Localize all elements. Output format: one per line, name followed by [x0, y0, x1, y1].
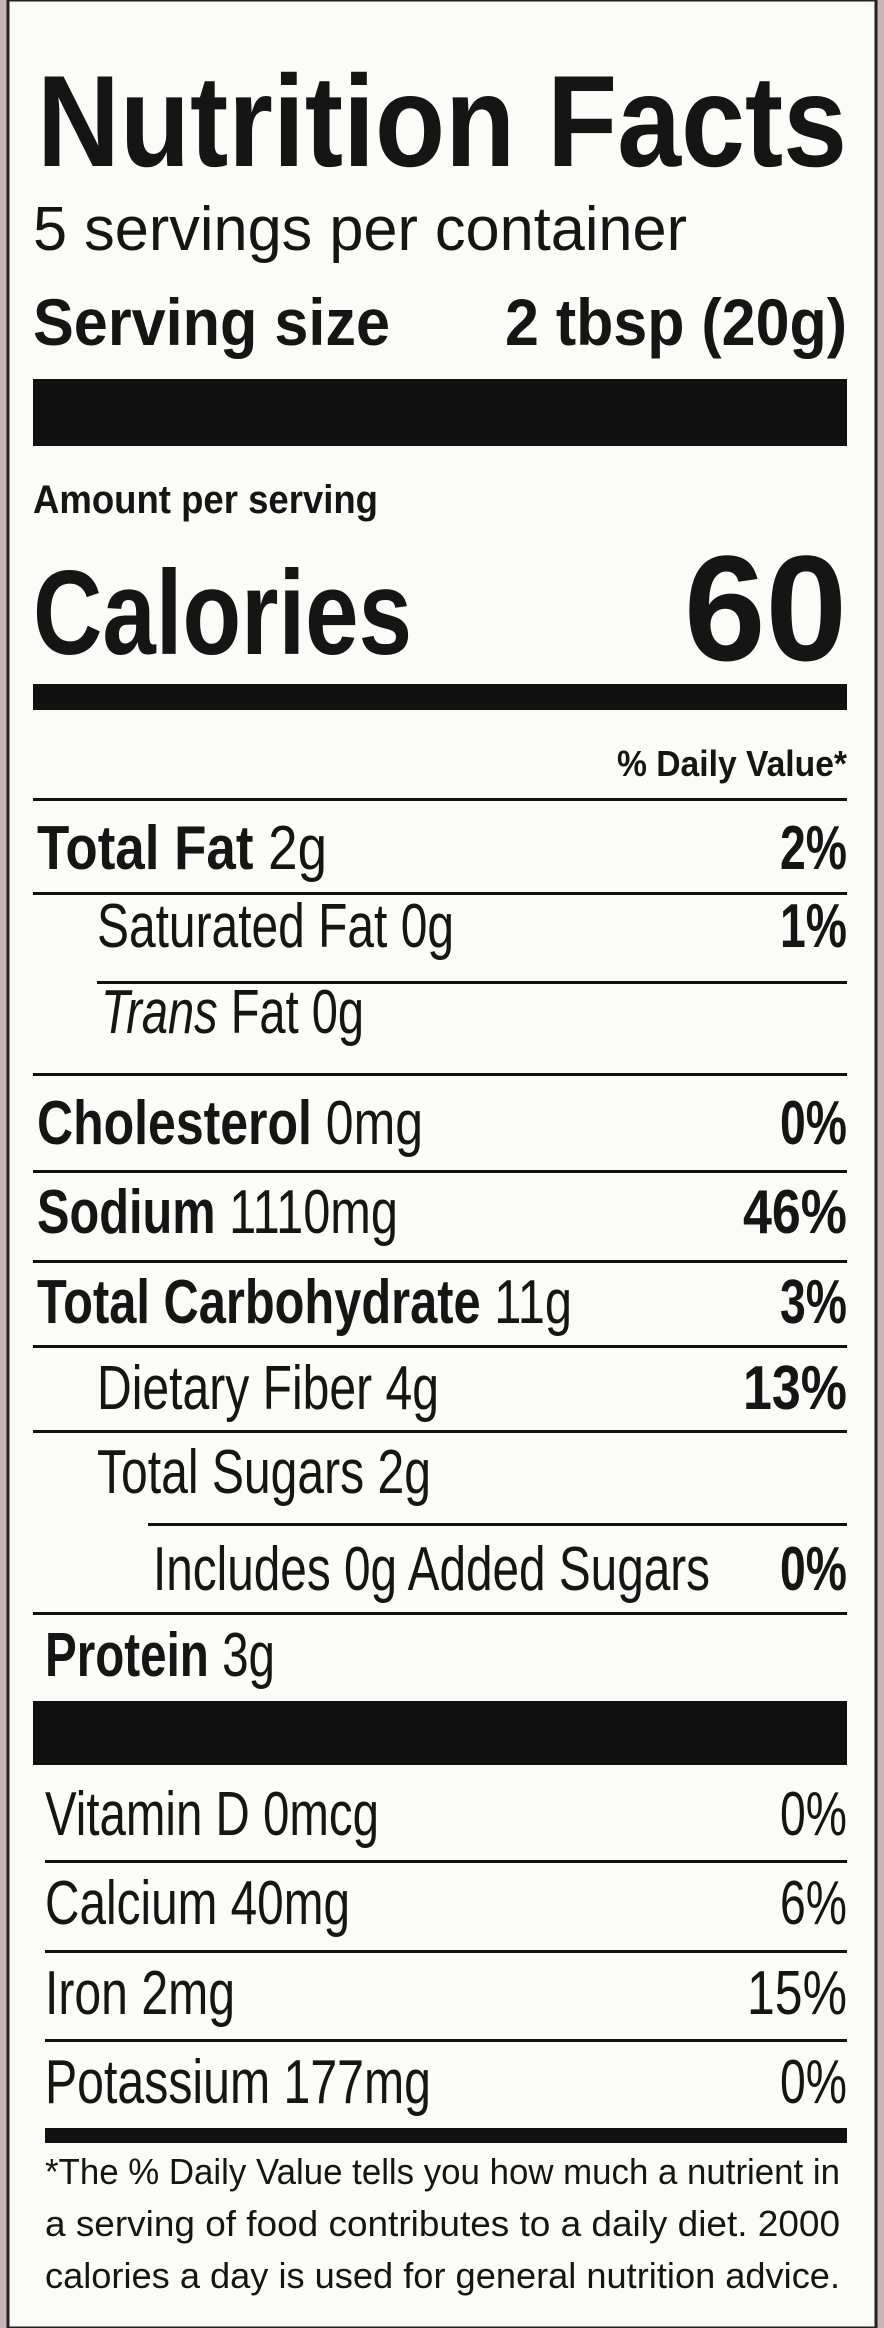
footnote-line: *The % Daily Value tells you how much a …: [45, 2151, 840, 2192]
medium-rule: [33, 684, 847, 710]
nutrient-name: Iron: [45, 1959, 128, 2028]
nutrient-name: Fat: [231, 978, 299, 1047]
footnote-line: calories a day is used for general nutri…: [45, 2255, 840, 2296]
daily-value: 15%: [747, 1959, 847, 2028]
nutrient-name: Calcium: [45, 1869, 217, 1938]
serving-size-value: 2 tbsp (20g): [505, 285, 847, 359]
daily-value: 2%: [780, 814, 847, 883]
daily-value: 1%: [780, 892, 847, 961]
nutrient-amount: 4g: [386, 1354, 439, 1423]
nutrient-name: Potassium: [45, 2048, 270, 2117]
nutrient-name: Total Sugars: [97, 1438, 364, 1507]
nutrient-amount: 177mg: [284, 2048, 431, 2117]
nutrient-label: Dietary Fiber 4g: [97, 1354, 439, 1423]
nutrient-label: Vitamin D 0mcg: [45, 1780, 379, 1849]
nutrient-label: Cholesterol 0mg: [37, 1089, 423, 1158]
rule: [33, 1073, 847, 1076]
serving-size-label: Serving size: [33, 285, 390, 359]
nutrient-amount: 40mg: [231, 1869, 350, 1938]
daily-value: 13%: [743, 1354, 847, 1423]
nutrient-label: Trans Fat 0g: [101, 978, 364, 1047]
nutrient-label: Potassium 177mg: [45, 2048, 431, 2117]
rule: [45, 1950, 847, 1953]
nutrient-label: Total Fat 2g: [37, 814, 327, 883]
nutrient-label: Saturated Fat 0g: [97, 892, 454, 961]
rule: [33, 1260, 847, 1263]
nutrient-label: Total Sugars 2g: [97, 1438, 431, 1507]
nutrient-label: Includes 0g Added Sugars: [153, 1535, 710, 1604]
footnote-line: a serving of food contributes to a daily…: [45, 2203, 840, 2244]
nutrient-name: Total Carbohydrate: [37, 1268, 481, 1337]
daily-value: 6%: [780, 1869, 847, 1938]
nutrient-amount: 2g: [268, 814, 327, 883]
nutrient-amount: 0mcg: [263, 1780, 379, 1849]
rule: [45, 1860, 847, 1863]
medium-rule: [45, 2128, 847, 2143]
nutrient-name: Dietary Fiber: [97, 1354, 372, 1423]
nutrient-label: Iron 2mg: [45, 1959, 235, 2028]
daily-value: 0%: [780, 1780, 847, 1849]
daily-value: 3%: [780, 1268, 847, 1337]
rule: [33, 1612, 847, 1615]
rule: [33, 1170, 847, 1173]
nutrient-name: Includes 0g Added Sugars: [153, 1535, 710, 1604]
rule: [33, 1345, 847, 1348]
nutrient-amount: 0g: [312, 978, 364, 1047]
daily-value: 0%: [780, 1089, 847, 1158]
nutrient-label: Protein 3g: [45, 1621, 275, 1690]
daily-value-header: % Daily Value*: [617, 743, 847, 784]
nutrient-amount: 0mg: [326, 1089, 423, 1158]
daily-value: 0%: [780, 2048, 847, 2117]
nutrient-amount: 0g: [401, 892, 454, 961]
thick-rule: [33, 379, 847, 446]
daily-value: 0%: [780, 1535, 847, 1604]
nutrient-name-italic: Trans: [101, 978, 218, 1047]
nutrient-name: Sodium: [37, 1178, 216, 1247]
nutrient-amount: 3g: [222, 1621, 275, 1690]
title: Nutrition Facts: [37, 48, 847, 194]
nutrient-amount: 2mg: [141, 1959, 235, 2028]
rule: [97, 981, 847, 984]
rule: [33, 892, 847, 895]
rule: [33, 1430, 847, 1433]
rule: [33, 798, 847, 801]
nutrient-name: Cholesterol: [37, 1089, 312, 1158]
nutrient-amount: 11g: [494, 1268, 572, 1337]
rule: [148, 1523, 847, 1526]
thick-rule: [33, 1701, 847, 1765]
nutrient-label: Calcium 40mg: [45, 1869, 350, 1938]
nutrient-label: Sodium 1110mg: [37, 1178, 398, 1247]
nutrient-name: Saturated Fat: [97, 892, 387, 961]
amount-per-serving: Amount per serving: [33, 478, 378, 522]
nutrient-name: Protein: [45, 1621, 209, 1690]
nutrient-amount: 2g: [378, 1438, 431, 1507]
nutrient-label: Total Carbohydrate 11g: [37, 1268, 572, 1337]
rule: [45, 2039, 847, 2042]
nutrient-amount: 1110mg: [229, 1178, 398, 1247]
nutrient-name: Total Fat: [37, 814, 253, 883]
nutrient-name: Vitamin D: [45, 1780, 250, 1849]
servings: 5 servings per container: [33, 195, 687, 264]
daily-value: 46%: [743, 1178, 847, 1247]
calories-value: 60: [684, 524, 847, 692]
calories-label: Calories: [33, 546, 412, 680]
